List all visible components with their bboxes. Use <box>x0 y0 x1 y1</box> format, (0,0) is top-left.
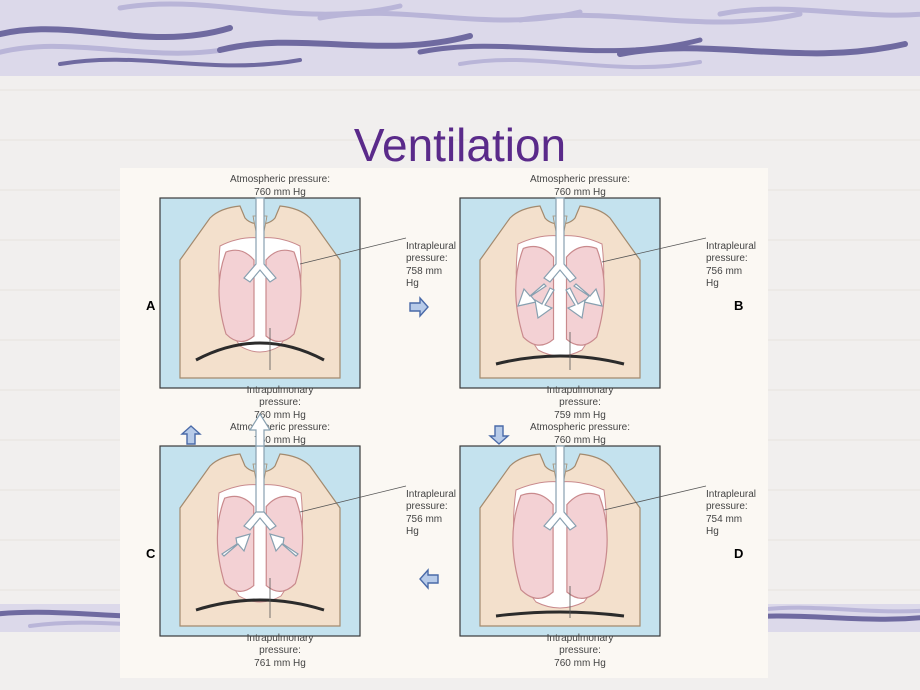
intrapulmonary-label-c: Intrapulmonary pressure: 761 mm Hg <box>230 620 330 670</box>
intrapleural-label-b: Intrapleural pressure: 756 mm Hg <box>706 228 756 291</box>
panel-c: Atmospheric pressure: 760 mm Hg <box>150 436 370 646</box>
ventilation-figure: Atmospheric pressure: 760 mm Hg <box>120 168 768 678</box>
cycle-arrow-right-icon <box>408 296 430 318</box>
intrapleural-label-c: Intrapleural pressure: 756 mm Hg <box>406 476 456 539</box>
intrapleural-label-a: Intrapleural pressure: 758 mm Hg <box>406 228 456 291</box>
intrapleural-caption-b: Intrapleural pressure: <box>706 241 756 265</box>
cycle-arrow-down-icon <box>488 424 510 446</box>
intrapulmonary-label-b: Intrapulmonary pressure: 759 mm Hg <box>530 372 630 422</box>
panel-d: Atmospheric pressure: 760 mm Hg D Intrap… <box>450 436 670 646</box>
intrapleural-value-b: 756 mm Hg <box>706 266 742 290</box>
panel-a: Atmospheric pressure: 760 mm Hg <box>150 188 370 398</box>
intrapulmonary-caption-c: Intrapulmonary pressure: <box>247 633 314 657</box>
intrapleural-caption-a: Intrapleural pressure: <box>406 241 456 265</box>
panel-letter-a: A <box>146 298 155 313</box>
panel-letter-b: B <box>734 298 743 313</box>
panel-letter-c: C <box>146 546 155 561</box>
intrapulmonary-caption-d: Intrapulmonary pressure: <box>547 633 614 657</box>
cycle-arrow-up-icon <box>180 424 202 446</box>
intrapulmonary-value-d: 760 mm Hg <box>554 658 606 669</box>
intrapleural-label-d: Intrapleural pressure: 754 mm Hg <box>706 476 756 539</box>
intrapulmonary-label-d: Intrapulmonary pressure: 760 mm Hg <box>530 620 630 670</box>
intrapleural-value-a: 758 mm Hg <box>406 266 442 290</box>
intrapleural-value-d: 754 mm Hg <box>706 514 742 538</box>
header-band <box>0 0 920 76</box>
intrapleural-caption-d: Intrapleural pressure: <box>706 489 756 513</box>
panel-letter-d: D <box>734 546 743 561</box>
intrapulmonary-caption-b: Intrapulmonary pressure: <box>547 385 614 409</box>
panel-b: Atmospheric pressure: 760 mm Hg <box>450 188 670 398</box>
intrapulmonary-label-a: Intrapulmonary pressure: 760 mm Hg <box>230 372 330 422</box>
intrapulmonary-caption-a: Intrapulmonary pressure: <box>247 385 314 409</box>
cycle-arrow-left-icon <box>418 568 440 590</box>
intrapulmonary-value-c: 761 mm Hg <box>254 658 306 669</box>
intrapleural-value-c: 756 mm Hg <box>406 514 442 538</box>
intrapulmonary-value-b: 759 mm Hg <box>554 410 606 421</box>
slide-title: Ventilation <box>0 118 920 172</box>
intrapleural-caption-c: Intrapleural pressure: <box>406 489 456 513</box>
